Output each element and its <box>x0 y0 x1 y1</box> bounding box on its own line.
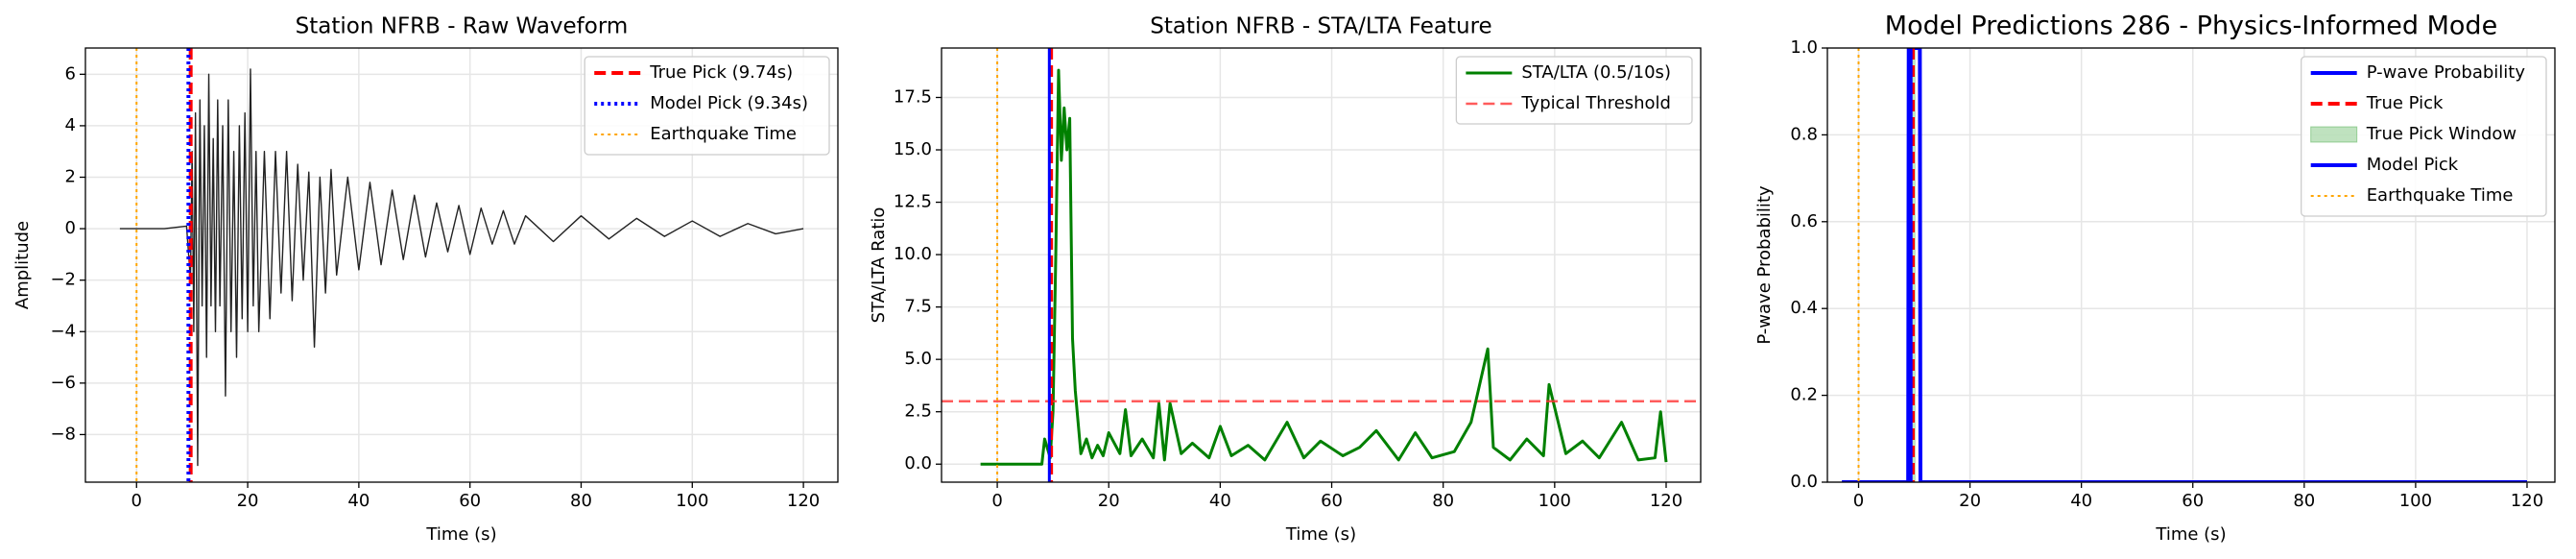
x-tick-label: 100 <box>676 491 708 511</box>
y-tick-label: 0.6 <box>1790 211 1818 231</box>
legend-label: Model Pick <box>2367 155 2459 175</box>
chart-title: Model Predictions 286 - Physics-Informed… <box>1885 12 2497 41</box>
legend-label: Model Pick (9.34s) <box>650 93 808 113</box>
y-tick-label: 15.0 <box>894 139 932 159</box>
legend-box <box>584 56 830 156</box>
y-axis-label: Amplitude <box>12 221 33 309</box>
axes-frame <box>84 47 839 483</box>
x-tick-label: 80 <box>570 491 592 511</box>
legend-swatch <box>2310 126 2358 143</box>
y-tick-label: 0 <box>65 218 76 238</box>
axes-frame <box>941 47 1702 483</box>
legend: P-wave Probability True Pick True Pick Win… <box>2301 56 2547 217</box>
data-line <box>980 68 1668 466</box>
y-tick-label: 5.0 <box>904 349 932 369</box>
plot-area <box>119 48 804 482</box>
x-tick-label: 20 <box>1098 491 1120 511</box>
y-tick-label: 2 <box>65 167 76 187</box>
y-tick-label: −2 <box>50 270 76 290</box>
x-tick-label: 120 <box>1650 491 1682 511</box>
legend-label: True Pick (9.74s) <box>649 62 793 83</box>
legend-box <box>2301 56 2547 217</box>
x-tick-label: 0 <box>1853 491 1864 511</box>
y-tick-label: 2.5 <box>904 401 932 422</box>
y-tick-label: 0.0 <box>1790 472 1818 492</box>
y-tick-label: 4 <box>65 115 76 135</box>
y-tick-label: 0.0 <box>904 453 932 474</box>
chart-panel: Station NFRB - STA/LTA Feature Time (s) ST… <box>869 14 1702 545</box>
legend-label: Earthquake Time <box>2367 185 2514 206</box>
x-tick-label: 20 <box>237 491 259 511</box>
y-axis-label: STA/LTA Ratio <box>869 207 889 324</box>
chart-title: Station NFRB - Raw Waveform <box>296 14 629 39</box>
y-tick-label: −4 <box>50 321 76 341</box>
data-line <box>119 68 804 467</box>
legend-label: P-wave Probability <box>2367 62 2526 83</box>
y-tick-label: 1.0 <box>1790 37 1818 58</box>
y-tick-label: 7.5 <box>904 297 932 317</box>
chart-title: Station NFRB - STA/LTA Feature <box>1150 14 1491 39</box>
x-tick-label: 80 <box>1432 491 1454 511</box>
x-tick-label: 40 <box>1209 491 1231 511</box>
y-axis-label: P-wave Probability <box>1754 185 1775 345</box>
x-tick-label: 60 <box>1321 491 1343 511</box>
x-tick-label: 100 <box>1538 491 1571 511</box>
y-tick-label: 10.0 <box>894 244 932 264</box>
legend-box <box>1455 56 1693 125</box>
plot-area <box>1842 48 2527 482</box>
y-tick-label: 0.2 <box>1790 385 1818 405</box>
chart-panel: Model Predictions 286 - Physics-Informed… <box>1754 12 2556 545</box>
y-tick-label: −6 <box>50 373 76 393</box>
legend-label: STA/LTA (0.5/10s) <box>1521 62 1671 83</box>
x-tick-label: 0 <box>991 491 1002 511</box>
chart-panel: Station NFRB - Raw Waveform Time (s) Ampli… <box>12 14 839 545</box>
y-tick-label: 12.5 <box>894 192 932 212</box>
y-tick-label: 0.8 <box>1790 124 1818 144</box>
legend: True Pick (9.74s) Model Pick (9.34s) Earth… <box>584 56 830 156</box>
x-tick-label: 120 <box>787 491 820 511</box>
x-tick-label: 120 <box>2511 491 2543 511</box>
x-tick-label: 80 <box>2293 491 2315 511</box>
legend-label: Earthquake Time <box>650 124 797 144</box>
x-tick-label: 60 <box>2182 491 2204 511</box>
x-axis-label: Time (s) <box>2155 524 2226 545</box>
axes-frame <box>1826 47 2556 483</box>
y-tick-label: 0.4 <box>1790 298 1818 318</box>
plot-area <box>942 48 1701 482</box>
legend: STA/LTA (0.5/10s) Typical Threshold <box>1455 56 1693 125</box>
legend-label: True Pick Window <box>2366 124 2516 144</box>
y-tick-label: 17.5 <box>894 86 932 107</box>
x-tick-label: 60 <box>459 491 481 511</box>
legend-label: Typical Threshold <box>1520 93 1671 113</box>
legend-label: True Pick <box>2366 93 2444 113</box>
y-tick-label: −8 <box>50 424 76 444</box>
x-tick-label: 40 <box>2070 491 2092 511</box>
x-axis-label: Time (s) <box>425 524 496 545</box>
x-tick-label: 0 <box>131 491 142 511</box>
x-axis-label: Time (s) <box>1285 524 1356 545</box>
x-tick-label: 100 <box>2399 491 2432 511</box>
y-tick-label: 6 <box>65 63 76 84</box>
x-tick-label: 20 <box>1959 491 1981 511</box>
x-tick-label: 40 <box>347 491 370 511</box>
